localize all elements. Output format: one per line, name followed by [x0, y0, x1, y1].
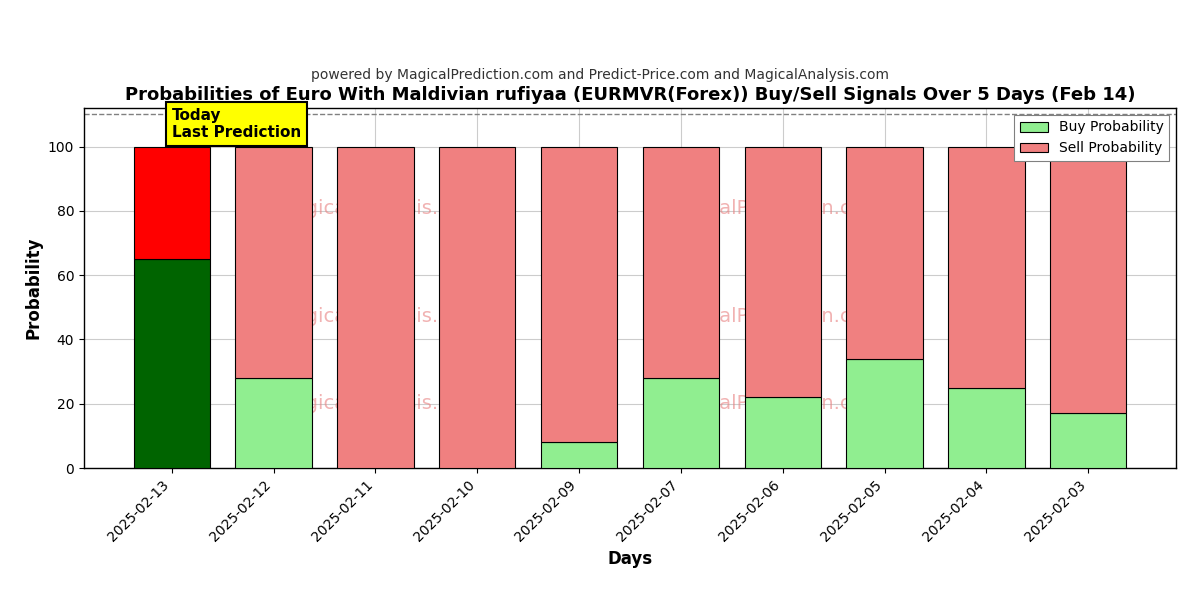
Text: powered by MagicalPrediction.com and Predict-Price.com and MagicalAnalysis.com: powered by MagicalPrediction.com and Pre… — [311, 68, 889, 82]
Bar — [337, 146, 414, 468]
Bar — [1050, 413, 1127, 468]
Text: MagicalAnalysis.com: MagicalAnalysis.com — [277, 199, 480, 218]
Legend: Buy Probability, Sell Probability: Buy Probability, Sell Probability — [1014, 115, 1169, 161]
Bar — [541, 146, 617, 442]
Bar — [439, 146, 516, 468]
Y-axis label: Probability: Probability — [24, 237, 42, 339]
Bar — [948, 146, 1025, 388]
Bar — [643, 378, 719, 468]
X-axis label: Days: Days — [607, 550, 653, 568]
Bar — [643, 146, 719, 378]
Text: MagicalPrediction.com: MagicalPrediction.com — [662, 199, 882, 218]
Bar — [235, 146, 312, 378]
Text: Today
Last Prediction: Today Last Prediction — [172, 108, 301, 140]
Bar — [846, 359, 923, 468]
Bar — [744, 397, 821, 468]
Text: MagicalPrediction.com: MagicalPrediction.com — [662, 307, 882, 326]
Bar — [846, 146, 923, 359]
Bar — [133, 259, 210, 468]
Text: MagicalPrediction.com: MagicalPrediction.com — [662, 394, 882, 413]
Text: MagicalAnalysis.com: MagicalAnalysis.com — [277, 394, 480, 413]
Bar — [1050, 146, 1127, 413]
Bar — [948, 388, 1025, 468]
Bar — [744, 146, 821, 397]
Title: Probabilities of Euro With Maldivian rufiyaa (EURMVR(Forex)) Buy/Sell Signals Ov: Probabilities of Euro With Maldivian ruf… — [125, 86, 1135, 104]
Bar — [133, 146, 210, 259]
Text: MagicalAnalysis.com: MagicalAnalysis.com — [277, 307, 480, 326]
Bar — [235, 378, 312, 468]
Bar — [541, 442, 617, 468]
